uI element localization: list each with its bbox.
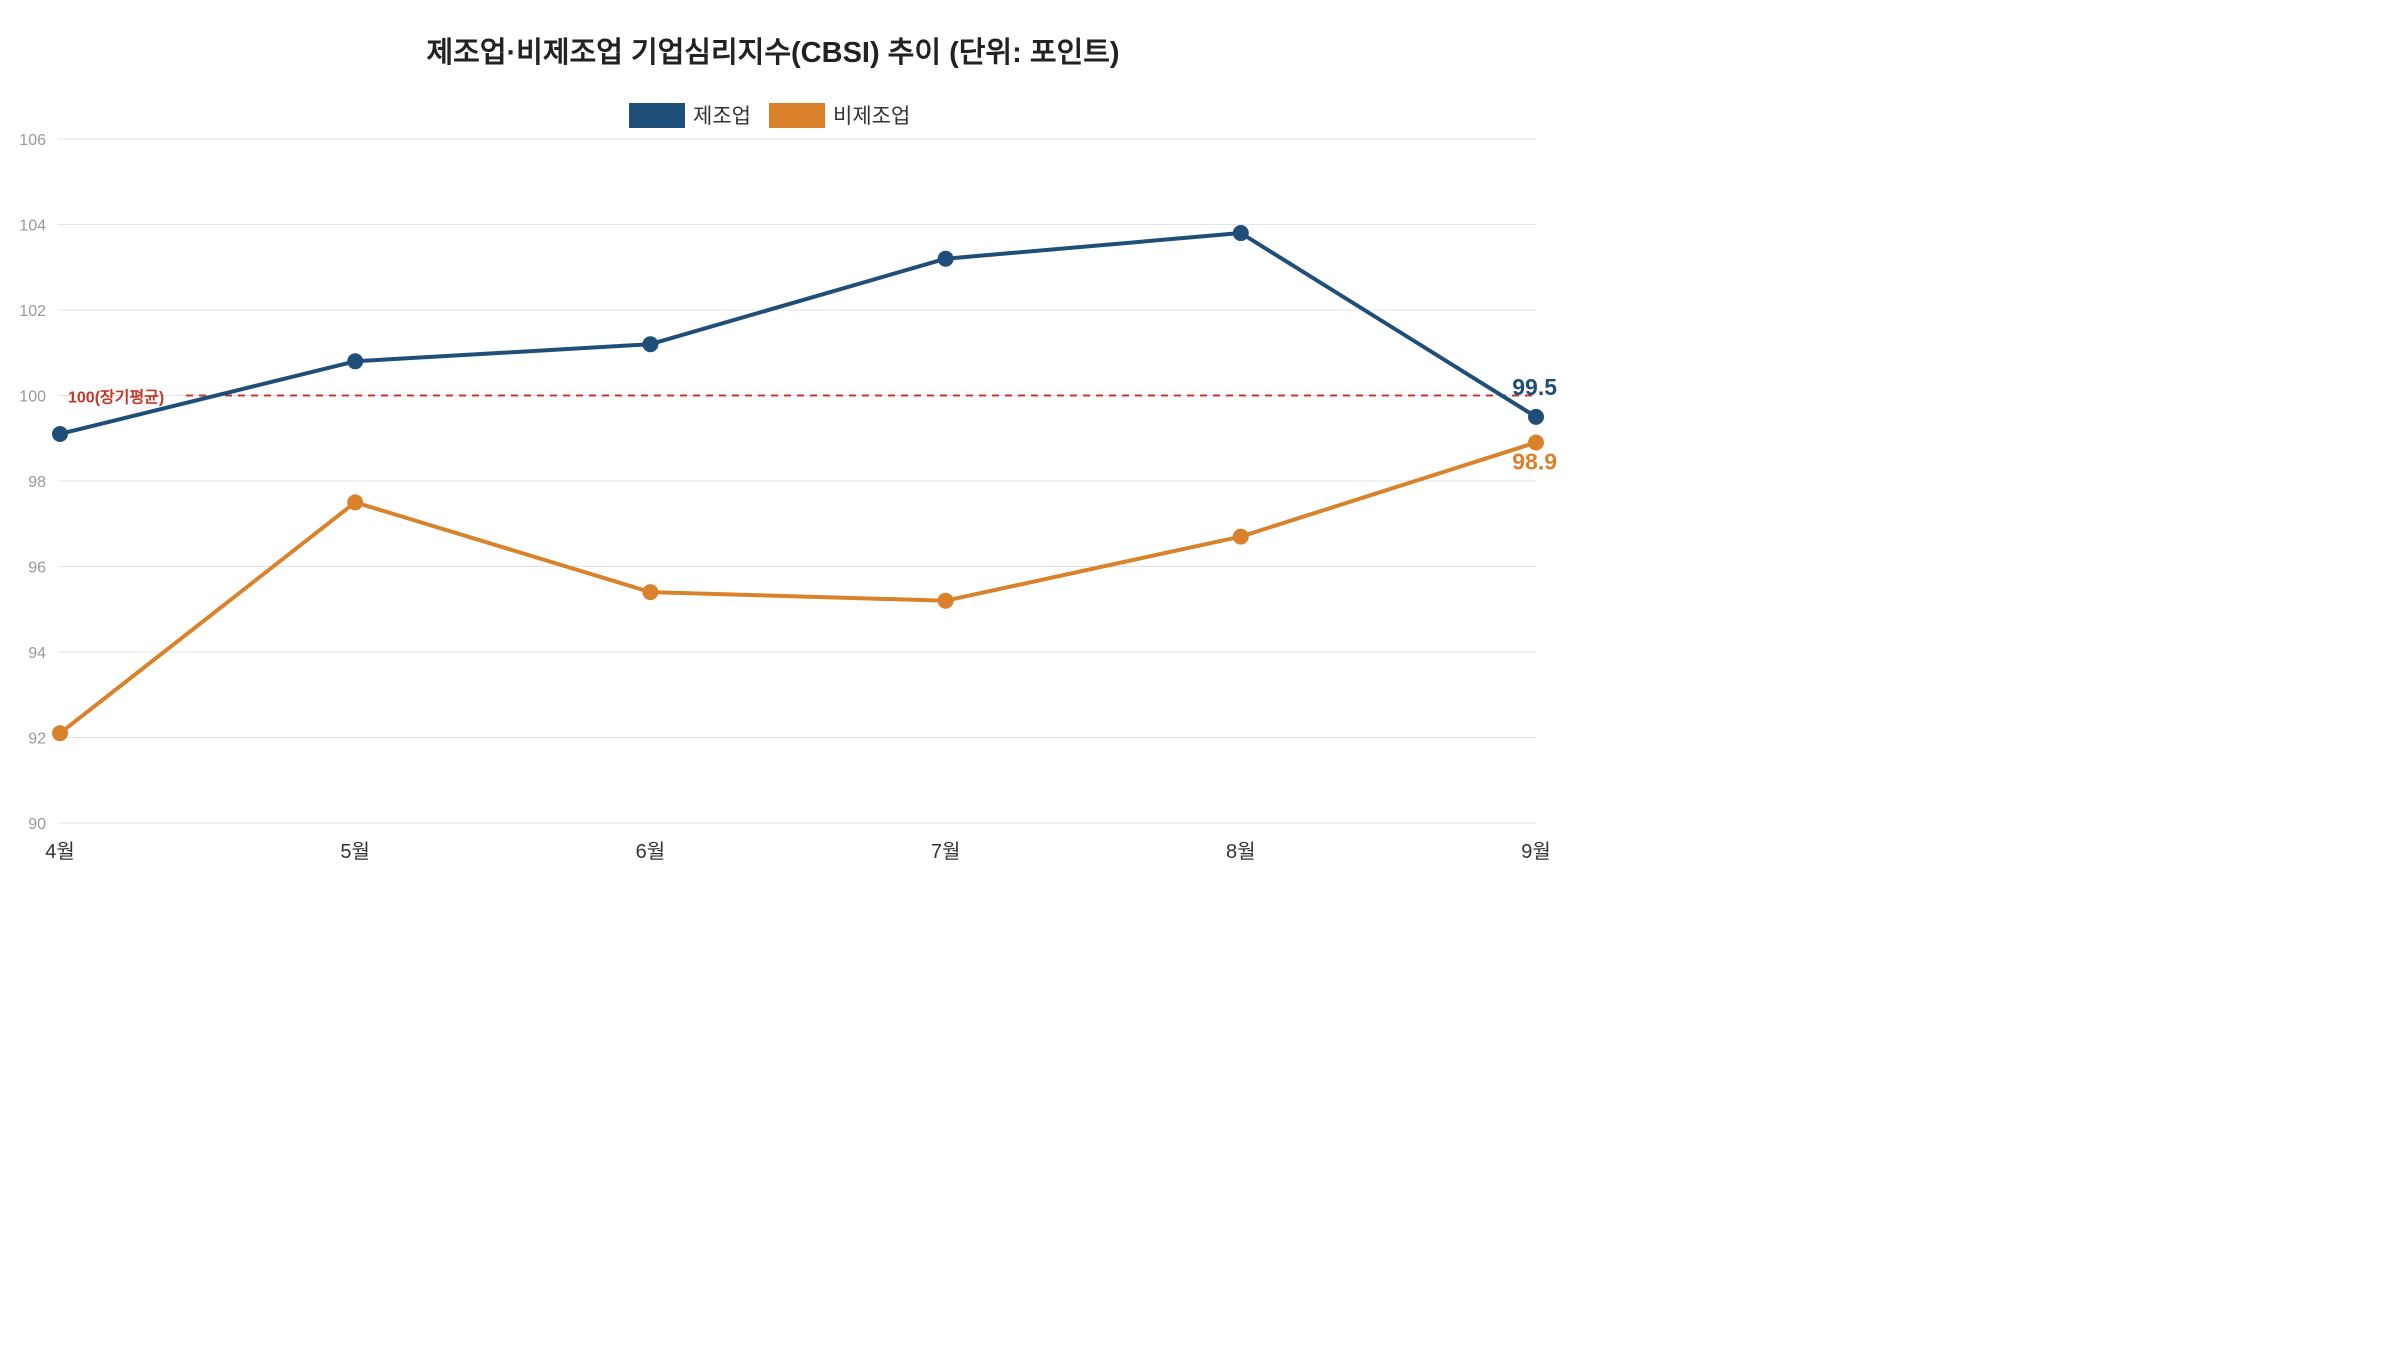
y-tick-label: 92 [28,731,46,748]
legend: 제조업 비제조업 [629,103,910,128]
series-line [58,440,1538,736]
data-point [1528,434,1544,451]
x-tick-label: 9월 [1521,840,1551,863]
y-tick-label: 102 [19,303,46,320]
y-axis-ticks: 90 92 94 96 98 100 102 104 106 [19,132,46,833]
data-point [642,336,659,353]
data-point [52,725,68,742]
chart-title: 제조업·비제조업 기업심리지수(CBSI) 추이 (단위: 포인트) [426,36,1119,69]
data-point [642,584,659,601]
y-tick-label: 100 [19,389,46,406]
data-point [1528,408,1544,425]
data-point [1232,528,1249,545]
x-tick-label: 6월 [636,840,666,863]
series-1: 99.5 [52,225,1557,442]
x-tick-label: 7월 [931,840,961,863]
grid-lines [58,138,1536,824]
data-point [52,425,68,442]
reference-line-label: 100(장기평균) [68,389,164,407]
chart-container: 제조업·비제조업 기업심리지수(CBSI) 추이 (단위: 포인트) 제조업 비제… [0,0,1568,882]
y-tick-label: 104 [19,218,46,235]
data-point [347,353,364,370]
series-group: 99.5 98.9 [52,225,1557,742]
y-tick-label: 98 [28,474,46,491]
y-tick-label: 94 [28,645,46,662]
data-point [347,494,364,511]
line-chart: 제조업·비제조업 기업심리지수(CBSI) 추이 (단위: 포인트) 제조업 비제… [19,36,1557,863]
legend-label: 제조업 [693,105,751,128]
data-point [937,250,954,267]
series-line [58,231,1538,436]
data-point [1232,225,1249,242]
end-value-label: 99.5 [1512,374,1557,400]
x-tick-label: 4월 [45,840,75,863]
y-tick-label: 90 [28,816,46,833]
x-tick-label: 8월 [1226,840,1256,863]
data-point [937,592,954,609]
legend-label: 비제조업 [833,105,910,128]
x-axis-ticks: 4월 5월 6월 7월 8월 9월 [45,840,1551,863]
end-value-label: 98.9 [1512,449,1557,475]
series-2: 98.9 [52,434,1557,742]
y-tick-label: 106 [19,132,46,149]
x-tick-label: 5월 [340,840,370,863]
legend-swatch [629,103,685,128]
reference-line-group: 100(장기평균) [68,389,1536,407]
legend-swatch [769,103,825,128]
y-tick-label: 96 [28,560,46,577]
